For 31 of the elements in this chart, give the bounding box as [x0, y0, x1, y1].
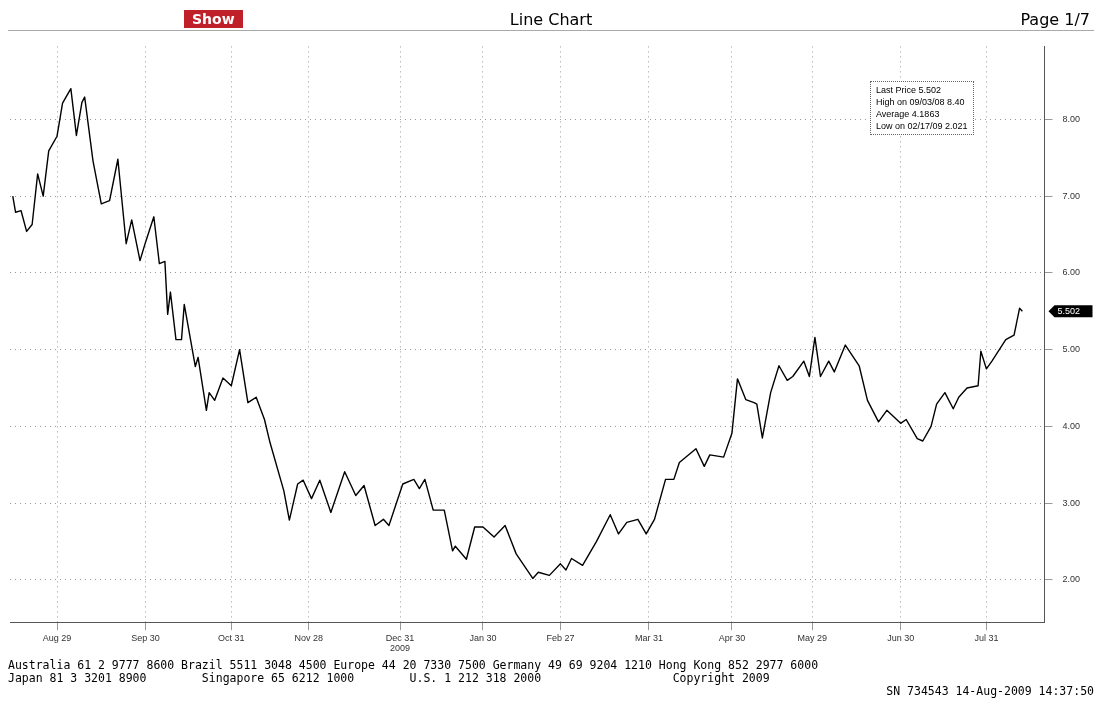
x-tick-label: Sep 30 — [131, 633, 160, 644]
x-tick-label: Oct 31 — [218, 633, 245, 644]
x-tick-label: May 29 — [797, 633, 827, 644]
x-tick-label: Nov 28 — [294, 633, 323, 644]
x-tick-label: Jul 31 — [974, 633, 999, 644]
y-tick-label: 4.00 — [1062, 420, 1081, 431]
x-tick-label: Mar 31 — [634, 633, 663, 644]
text: Page 1/7 — [1020, 9, 1091, 29]
text: Show — [184, 10, 243, 28]
x-tick-label: Dec 31 — [385, 633, 415, 644]
x-tick-label: Feb 27 — [546, 633, 575, 644]
x-tick-label: Jan 30 — [469, 633, 497, 644]
x-tick-label: Aug 29 — [42, 633, 72, 644]
y-tick-label: 3.00 — [1062, 497, 1081, 508]
y-tick-label: 2.00 — [1062, 574, 1081, 585]
annotation: Last Price 5.502 — [876, 84, 943, 96]
x-tick-label: Apr 30 — [718, 633, 746, 644]
y-tick-label: 7.00 — [1062, 190, 1081, 201]
text: Australia 61 2 9777 8600 Brazil 5511 3048 4500 Europe 44 20 7330 7500 Germany 49 69 9204 1210 Hong Kong 852 2977 6000 — [8, 658, 820, 672]
x-tick-label: Jun 30 — [887, 633, 915, 644]
y-tick-label: 5.00 — [1062, 344, 1081, 355]
annotation: Average 4.1863 — [876, 108, 941, 120]
annotation: High on 09/03/08 8.40 — [876, 96, 966, 108]
text: 2009 — [389, 643, 411, 654]
annotation: Low on 02/17/09 2.021 — [876, 120, 968, 132]
y-tick-label: 8.00 — [1062, 113, 1081, 124]
text: SN 734543 14-Aug-2009 14:37:50 — [885, 684, 1094, 698]
text: 5.502 — [1057, 305, 1081, 316]
text: Japan 81 3 3201 8900 Singapore 65 6212 1000 U.S. 1 212 318 2000 Copyright 2009 — [8, 671, 771, 685]
y-tick-label: 6.00 — [1062, 267, 1081, 278]
chart-title: Line Chart — [509, 9, 593, 29]
